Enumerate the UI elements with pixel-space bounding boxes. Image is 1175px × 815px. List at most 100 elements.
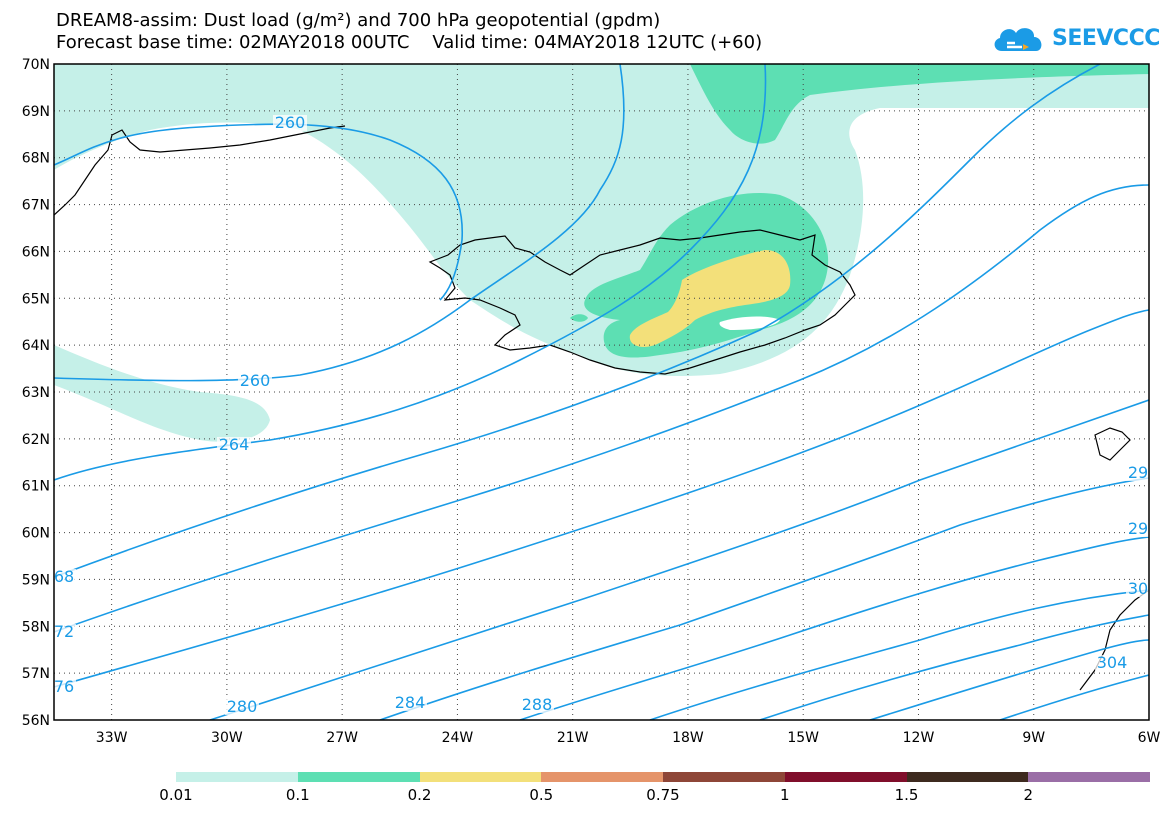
contour-label-bg: [520, 697, 554, 713]
colorbar-label: 0.01: [159, 786, 193, 804]
longitude-label: 24W: [442, 730, 474, 746]
contour-260-north: [54, 123, 463, 301]
contour-label: 284: [395, 693, 426, 712]
colorbar-label: 0.5: [529, 786, 554, 804]
latitude-label: 65N: [22, 291, 50, 307]
latitude-label: 56N: [22, 713, 50, 729]
faroe-coast: [1094, 427, 1131, 461]
contour-label: 304: [1097, 653, 1128, 672]
cloud-logo-icon: [994, 28, 1042, 51]
contour-292: [649, 589, 1149, 720]
contour-label-bg: [1126, 521, 1150, 537]
longitude-label: 9W: [1022, 730, 1045, 746]
longitude-label: 12W: [903, 730, 935, 746]
longitude-label: 15W: [787, 730, 819, 746]
contour-label: 29: [1128, 463, 1148, 482]
dust-area-0.2: [629, 250, 791, 347]
contour-label-bg: [1126, 581, 1150, 597]
latitude-label: 60N: [22, 526, 50, 542]
contour-264: [54, 64, 767, 481]
time-info-row: Forecast base time: 02MAY2018 00UTC Vali…: [56, 32, 762, 54]
dust-area-0.1-spot: [570, 314, 588, 322]
scotland-coast: [1079, 589, 1149, 691]
contour-label-bg: [52, 569, 76, 585]
contour-304: [999, 674, 1149, 720]
colorbar-segment: [784, 772, 907, 782]
latitude-labels: 70N 69N 68N 67N 66N 65N 64N 63N 62N 61N 60N 59N 58N 5…: [22, 57, 50, 729]
longitude-label: 33W: [96, 730, 128, 746]
contour-label: 280: [227, 697, 258, 716]
contour-label-bg: [1095, 655, 1129, 671]
contour-label-bg: [225, 699, 259, 715]
contour-label: 68: [54, 567, 74, 586]
colorbar: [176, 772, 1150, 782]
colorbar-segment: [541, 772, 663, 782]
contour-label-bg: [393, 695, 427, 711]
iceland-coast: [428, 229, 856, 375]
colorbar-label: 1.5: [894, 786, 919, 804]
contour-label: 76: [54, 677, 74, 696]
map-header: DREAM8-assim: Dust load (g/m²) and 700 h…: [56, 10, 762, 54]
contour-label-bg: [1126, 465, 1150, 481]
latitude-label: 59N: [22, 572, 50, 588]
contour-label-bg: [52, 679, 76, 695]
contour-label: 264: [219, 435, 250, 454]
geopotential-contours: [54, 64, 1149, 720]
colorbar-label: 1: [779, 786, 790, 804]
colorbar-segment: [176, 772, 298, 782]
latitude-label: 70N: [22, 57, 50, 73]
latitude-label: 66N: [22, 244, 50, 260]
contour-280: [209, 399, 1149, 720]
longitude-labels: 33W 30W 27W 24W 21W 18W 15W 12W 9W 6W: [96, 730, 1161, 746]
colorbar-segment: [297, 772, 420, 782]
colorbar-label: 0.2: [407, 786, 432, 804]
longitude-label: 27W: [326, 730, 358, 746]
longitude-label: 18W: [672, 730, 704, 746]
contour-label: 29: [1128, 519, 1148, 538]
contour-label: 288: [522, 695, 553, 714]
latitude-label: 68N: [22, 151, 50, 167]
dust-area-0.01: [54, 64, 1149, 442]
dust-area-0.1: [690, 64, 1149, 144]
latitude-label: 69N: [22, 104, 50, 120]
contour-272: [54, 184, 1149, 633]
contour-288: [519, 536, 1149, 720]
latitude-label: 63N: [22, 385, 50, 401]
contour-label-bg: [52, 624, 76, 640]
contour-276: [54, 309, 1149, 688]
longitude-label: 30W: [211, 730, 243, 746]
contour-label-bg: [238, 373, 272, 389]
longitude-label: 6W: [1138, 730, 1161, 746]
contour-label: 260: [240, 371, 271, 390]
colorbar-label: 0.1: [285, 786, 310, 804]
contour-268: [54, 64, 1101, 578]
latitude-label: 62N: [22, 432, 50, 448]
valid-time: Valid time: 04MAY2018 12UTC (+60): [432, 32, 763, 53]
contour-296: [759, 614, 1149, 720]
latitude-label: 57N: [22, 666, 50, 682]
colorbar-label: 2: [1023, 786, 1034, 804]
contour-label: 260: [275, 113, 306, 132]
contour-label-bg: [217, 437, 251, 453]
contour-300: [869, 639, 1149, 720]
latitude-label: 67N: [22, 198, 50, 214]
seevccc-logo: SEEVCCC: [990, 18, 1160, 58]
logo-text: SEEVCCC: [1052, 25, 1160, 51]
contour-label: 30: [1128, 579, 1148, 598]
colorbar-label: 0.75: [646, 786, 680, 804]
map-title: DREAM8-assim: Dust load (g/m²) and 700 h…: [56, 10, 661, 31]
plot-frame: [53, 63, 1150, 721]
contour-284: [379, 477, 1149, 720]
latitude-label: 58N: [22, 619, 50, 635]
contour-260-south: [54, 64, 625, 382]
colorbar-segment: [906, 772, 1029, 782]
latitude-label: 61N: [22, 479, 50, 495]
coastlines: [54, 125, 1149, 691]
contour-label-bg: [273, 115, 307, 131]
forecast-base-time: Forecast base time: 02MAY2018 00UTC: [56, 32, 410, 53]
latitude-label: 64N: [22, 338, 50, 354]
longitude-label: 21W: [557, 730, 589, 746]
contour-label: 72: [54, 622, 74, 641]
colorbar-segment: [663, 772, 785, 782]
